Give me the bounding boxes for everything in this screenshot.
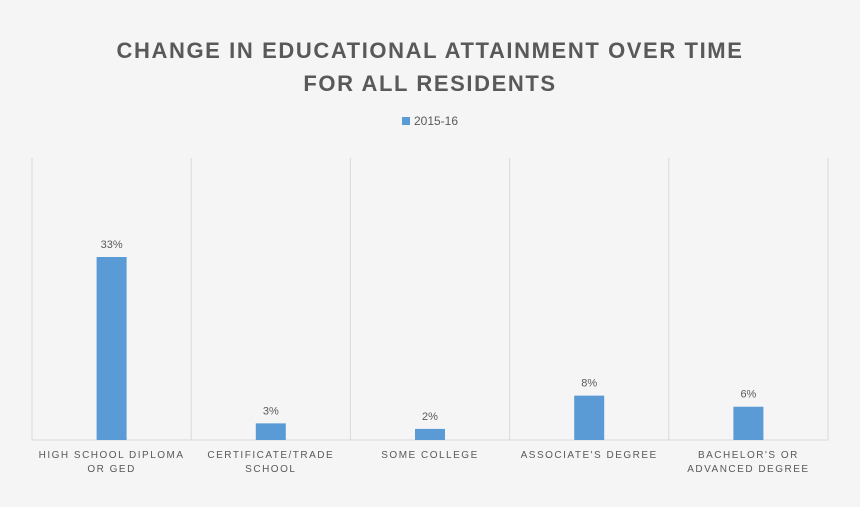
data-label: 8% xyxy=(581,378,597,390)
x-tick-label: CERTIFICATE/TRADE xyxy=(207,450,334,461)
grid-lines xyxy=(31,158,829,441)
bar xyxy=(96,257,127,440)
x-tick-label: ASSOCIATE'S DEGREE xyxy=(521,450,658,461)
bar xyxy=(415,428,445,440)
x-tick-label: SOME COLLEGE xyxy=(381,450,478,461)
x-tick-label: OR GED xyxy=(87,464,135,475)
x-tick-label: HIGH SCHOOL DIPLOMA xyxy=(39,450,185,461)
data-label: 6% xyxy=(740,389,756,401)
chart-title: CHANGE IN EDUCATIONAL ATTAINMENT OVER TI… xyxy=(0,34,860,100)
x-tick-labels-group: HIGH SCHOOL DIPLOMA OR GED CERTIFICATE/TRA… xyxy=(39,450,809,475)
data-labels-group: 33% 3% 2% 8% 6% xyxy=(101,239,757,423)
x-tick-label: ADVANCED DEGREE xyxy=(687,464,809,475)
chart-title-line1: CHANGE IN EDUCATIONAL ATTAINMENT OVER TI… xyxy=(116,38,744,63)
legend-swatch xyxy=(401,116,410,125)
bar xyxy=(255,423,286,440)
bar xyxy=(574,395,605,440)
chart-subtitle: FOR ALL RESIDENTS xyxy=(303,71,557,96)
legend: 2015-16 xyxy=(0,114,860,128)
bar xyxy=(733,406,764,440)
x-tick-label: SCHOOL xyxy=(245,464,296,475)
bars-group xyxy=(96,257,764,440)
data-label: 3% xyxy=(263,405,279,417)
data-label: 2% xyxy=(422,411,438,423)
x-tick-label: BACHELOR'S OR xyxy=(698,450,799,461)
legend-label: 2015-16 xyxy=(413,114,459,128)
data-label: 33% xyxy=(101,239,123,251)
